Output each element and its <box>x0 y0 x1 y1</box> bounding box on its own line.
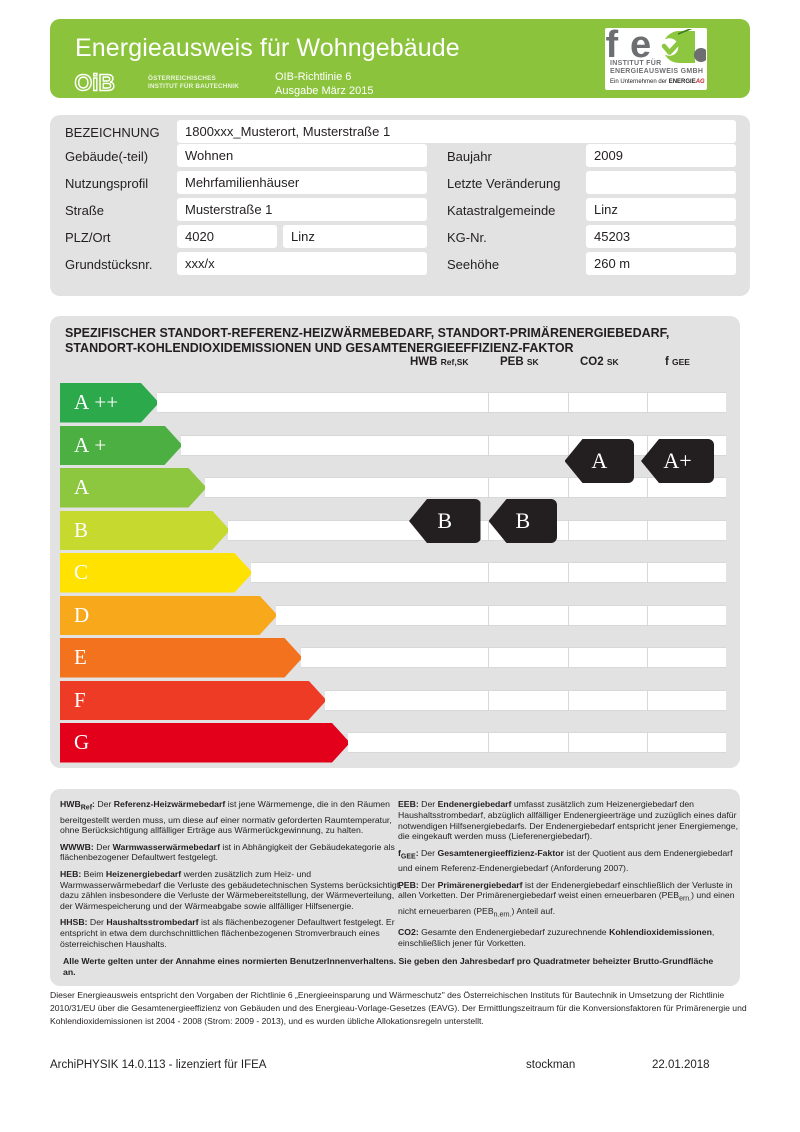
svg-text:if: if <box>606 29 619 63</box>
svg-text:OiB: OiB <box>74 69 114 95</box>
svg-text:e: e <box>630 29 651 63</box>
